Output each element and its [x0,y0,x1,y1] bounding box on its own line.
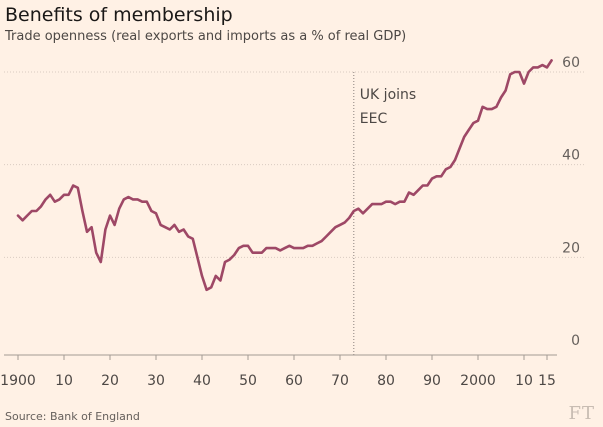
trade-openness-line [16,59,553,292]
ft-logo: FT [568,403,595,424]
x-tick-label: 10 [515,373,533,389]
chart-title: Benefits of membership [5,4,233,26]
x-tick-label: 80 [377,373,395,389]
y-tick-label: 0 [571,333,580,349]
x-tick-label: 1900 [0,373,36,389]
x-tick-label: 20 [101,373,119,389]
x-tick-label: 15 [538,373,556,389]
y-tick-label: 40 [562,148,580,164]
x-tick-label: 30 [147,373,165,389]
source-note: Source: Bank of England [5,410,140,423]
eec-annotation-label: EEC [360,111,388,127]
x-tick-label: 50 [239,373,257,389]
x-tick-label: 60 [285,373,303,389]
axes: 0 20 40 60 1900 10 20 30 40 50 60 70 80 90 2000 10 15 [0,55,580,389]
eec-annotation-label: UK joins [360,87,416,103]
y-tick-label: 20 [562,240,580,256]
x-tick-label: 2000 [460,373,496,389]
series-layer [16,59,553,292]
y-tick-label: 60 [562,55,580,71]
x-tick-label: 10 [55,373,73,389]
x-tick-label: 70 [331,373,349,389]
eec-annotation: UK joins EEC [353,72,416,355]
x-tick-label: 40 [193,373,211,389]
chart-subtitle: Trade openness (real exports and imports… [5,29,407,44]
x-tick-label: 90 [423,373,441,389]
